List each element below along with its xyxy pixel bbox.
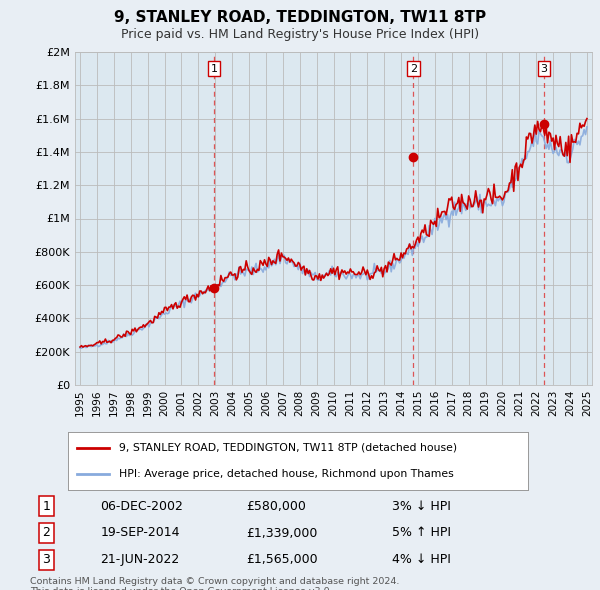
Text: £1,339,000: £1,339,000 <box>246 526 317 539</box>
Text: 9, STANLEY ROAD, TEDDINGTON, TW11 8TP (detached house): 9, STANLEY ROAD, TEDDINGTON, TW11 8TP (d… <box>119 442 457 453</box>
Text: £580,000: £580,000 <box>246 500 306 513</box>
Text: £1,565,000: £1,565,000 <box>246 553 317 566</box>
Text: Contains HM Land Registry data © Crown copyright and database right 2024.
This d: Contains HM Land Registry data © Crown c… <box>30 577 400 590</box>
Text: 3: 3 <box>541 64 548 74</box>
Text: HPI: Average price, detached house, Richmond upon Thames: HPI: Average price, detached house, Rich… <box>119 469 454 479</box>
Text: 9, STANLEY ROAD, TEDDINGTON, TW11 8TP: 9, STANLEY ROAD, TEDDINGTON, TW11 8TP <box>114 10 486 25</box>
Text: 21-JUN-2022: 21-JUN-2022 <box>100 553 179 566</box>
Text: 2: 2 <box>410 64 417 74</box>
Text: 4% ↓ HPI: 4% ↓ HPI <box>392 553 451 566</box>
Text: 19-SEP-2014: 19-SEP-2014 <box>100 526 180 539</box>
Text: 1: 1 <box>211 64 217 74</box>
Text: 3: 3 <box>42 553 50 566</box>
Text: 06-DEC-2002: 06-DEC-2002 <box>100 500 183 513</box>
Text: 5% ↑ HPI: 5% ↑ HPI <box>392 526 451 539</box>
Text: 2: 2 <box>42 526 50 539</box>
Text: 3% ↓ HPI: 3% ↓ HPI <box>392 500 451 513</box>
Text: Price paid vs. HM Land Registry's House Price Index (HPI): Price paid vs. HM Land Registry's House … <box>121 28 479 41</box>
Text: 1: 1 <box>42 500 50 513</box>
